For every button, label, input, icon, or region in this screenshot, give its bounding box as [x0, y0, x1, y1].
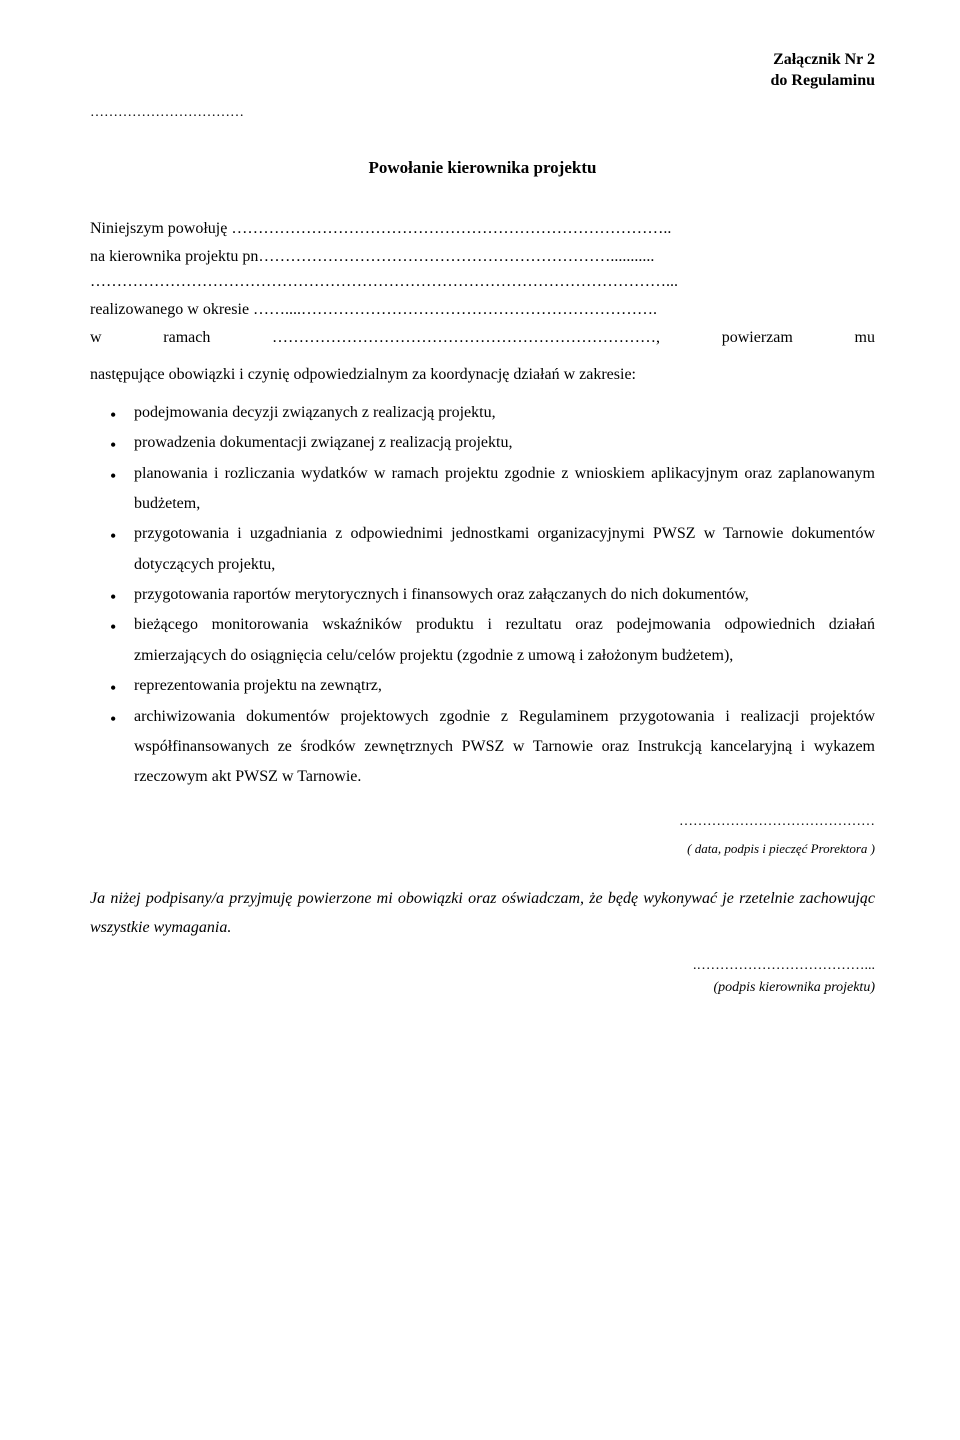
bullet-item: archiwizowania dokumentów projektowych z… [118, 702, 875, 793]
signature2-label: (podpis kierownika projektu) [90, 977, 875, 999]
bullet-item: bieżącego monitorowania wskaźników produ… [118, 610, 875, 671]
intro-line2: na kierownika projektu pn………………………………………… [90, 244, 875, 295]
signature1-label: ( data, podpis i pieczęć Prorektora ) [90, 839, 875, 860]
declaration-text: Ja niżej podpisany/a przyjmuję powierzon… [90, 885, 875, 943]
header-line1: Załącznik Nr 2 [90, 50, 875, 71]
dotted-line-top: …………………………… [90, 102, 875, 124]
bullet-item: przygotowania i uzgadniania z odpowiedni… [118, 519, 875, 580]
bullet-item: prowadzenia dokumentacji związanej z rea… [118, 428, 875, 458]
document-title: Powołanie kierownika projektu [90, 154, 875, 181]
bullet-item: reprezentowania projektu na zewnątrz, [118, 671, 875, 701]
attachment-header: Załącznik Nr 2 do Regulaminu [90, 50, 875, 92]
intro-line4b: , powierzam mu [656, 329, 875, 346]
bullet-item: przygotowania raportów merytorycznych i … [118, 580, 875, 610]
bullet-item: podejmowania decyzji związanych z realiz… [118, 398, 875, 428]
bullet-item: planowania i rozliczania wydatków w rama… [118, 459, 875, 520]
signature2-dots: .………………………………... [90, 955, 875, 977]
bullet-list: podejmowania decyzji związanych z realiz… [90, 398, 875, 793]
intro-line4: w ramach ………………………………………………………………, powie… [90, 325, 875, 351]
intro-line4a: w ramach ……………………………………………………………… [90, 329, 656, 346]
intro-line3: realizowanego w okresie ……....…………………………… [90, 297, 875, 323]
intro-line1: Niniejszym powołuję ……………………………………………………… [90, 216, 875, 242]
header-line2: do Regulaminu [90, 71, 875, 92]
signature1-dots: …………………………………… [90, 811, 875, 833]
list-intro: następujące obowiązki i czynię odpowiedz… [90, 362, 875, 388]
